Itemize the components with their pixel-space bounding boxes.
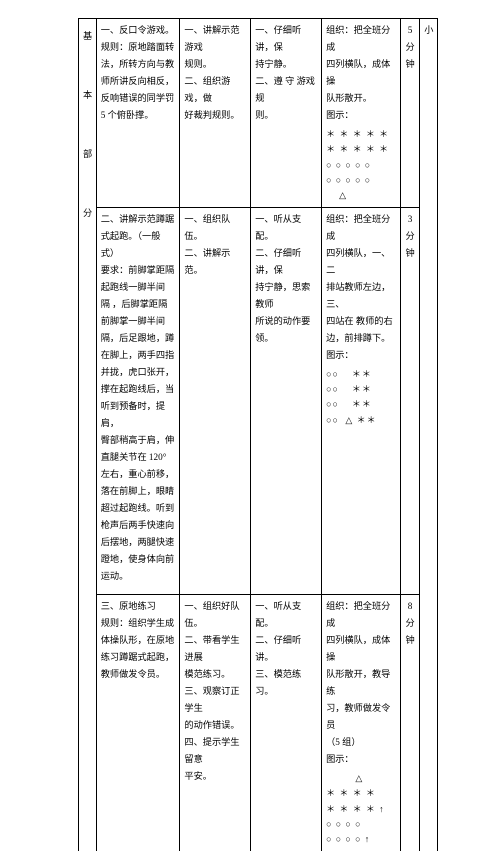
org-line: （5 组）: [326, 734, 396, 751]
section-label-char: 部: [83, 149, 92, 159]
section-label-char: 基: [83, 31, 92, 41]
content-block: 一、听从支配。二、仔细听讲。三、模范练习。: [255, 598, 317, 700]
section-label-char: 本: [83, 90, 92, 100]
content-block: 一、讲解示范 游戏规则。二、组织游戏，做好裁判规则。: [184, 22, 246, 124]
content-block: 二、讲解示范蹲踞式起跑。（一般式）要求：前脚掌距隔起跑线一脚半间隔 ，后脚掌距隔…: [101, 211, 176, 585]
content-block: 一、组织队伍。二、讲解示范。: [184, 211, 246, 279]
org-line: 图示：: [326, 751, 396, 768]
teacher-content-cell: 三、原地练习规则：组织学生成体操队形，在原地练习蹲踞式起跑，教师做发令员。: [96, 594, 180, 850]
org-line: 组织：把全班分成: [326, 22, 396, 56]
student-activity-cell: 一、仔细听讲，保持宁静。二、遵 守 游戏 规则。: [251, 19, 322, 208]
org-line: 四列横队，一、二: [326, 245, 396, 279]
table-row: 三、原地练习规则：组织学生成体操队形，在原地练习蹲踞式起跑，教师做发令员。 一、…: [79, 594, 438, 850]
teacher-activity-cell: 一、组织好队伍。二、带看学生进展模范练习。三、观察订正学生的动作错误。四、提示学…: [180, 594, 251, 850]
content-block: 一、组织好队伍。二、带看学生进展模范练习。三、观察订正学生的动作错误。四、提示学…: [184, 598, 246, 785]
org-line: 四列横队，成体操: [326, 56, 396, 90]
time-unit-cell: 小: [420, 19, 438, 851]
section-label-cell: 基 本 部 分: [79, 19, 97, 851]
time-cell: 8分钟: [400, 594, 419, 850]
content-block: 一、反口令游戏。规则：原地踏面转法，所转方向与教师所讲反向相反，反响错误的同学罚…: [101, 22, 176, 124]
student-activity-cell: 一、听从支配。二、仔细听讲。三、模范练习。: [251, 594, 322, 850]
content-block: 三、原地练习规则：组织学生成体操队形，在原地练习蹲踞式起跑，教师做发令员。: [101, 598, 176, 683]
time-cell: 5分钟: [400, 19, 419, 208]
org-line: 队形散开，教导练: [326, 666, 396, 700]
time-value: 5分钟: [406, 25, 415, 69]
organization-cell: 组织：把全班分成 四列横队，一、二 排站教师左边，三、 四站在 教师的右 边，前…: [322, 207, 401, 594]
teacher-activity-cell: 一、讲解示范 游戏规则。二、组织游戏，做好裁判规则。: [180, 19, 251, 208]
teacher-activity-cell: 一、组织队伍。二、讲解示范。: [180, 207, 251, 594]
table-row: 基 本 部 分 一、反口令游戏。规则：原地踏面转法，所转方向与教师所讲反向相反，…: [79, 19, 438, 208]
section-label-char: 分: [83, 208, 92, 218]
table-row: 二、讲解示范蹲踞式起跑。（一般式）要求：前脚掌距隔起跑线一脚半间隔 ，后脚掌距隔…: [79, 207, 438, 594]
page: 基 本 部 分 一、反口令游戏。规则：原地踏面转法，所转方向与教师所讲反向相反，…: [0, 0, 500, 706]
content-block: 一、仔细听讲，保持宁静。二、遵 守 游戏 规则。: [255, 22, 317, 124]
org-line: 习，教师做发令员: [326, 700, 396, 734]
organization-cell: 组织：把全班分成 四列横队，成体操 队形散开。 图示： ＊ ＊ ＊ ＊ ＊＊ ＊…: [322, 19, 401, 208]
org-line: 组织：把全班分成: [326, 598, 396, 632]
time-cell: 3分钟: [400, 207, 419, 594]
organization-cell: 组织：把全班分成 四列横队，成体操 队形散开，教导练 习，教师做发令员 （5 组…: [322, 594, 401, 850]
teacher-content-cell: 一、反口令游戏。规则：原地踏面转法，所转方向与教师所讲反向相反，反响错误的同学罚…: [96, 19, 180, 208]
org-line: 四站在 教师的右: [326, 313, 396, 330]
lesson-plan-table: 基 本 部 分 一、反口令游戏。规则：原地踏面转法，所转方向与教师所讲反向相反，…: [78, 18, 438, 851]
time-value: 8分钟: [406, 601, 415, 645]
time-value: 3分钟: [406, 214, 415, 258]
formation-diagram: △＊ ＊ ＊ ＊＊ ＊ ＊ ＊ ↑○ ○ ○ ○○ ○ ○ ○ ↑: [326, 771, 396, 847]
content-block: 一、听从支配。二、仔细听讲，保持宁静，思索教师所说的动作要领。: [255, 211, 317, 347]
org-line: 边，前排蹲下。: [326, 330, 396, 347]
formation-diagram: ＊ ＊ ＊ ＊ ＊＊ ＊ ＊ ＊ ＊○ ○ ○ ○ ○○ ○ ○ ○ ○ △: [326, 127, 396, 203]
org-line: 组织：把全班分成: [326, 211, 396, 245]
org-line: 队形散开。: [326, 90, 396, 107]
org-line: 四列横队，成体操: [326, 632, 396, 666]
org-line: 排站教师左边，三、: [326, 279, 396, 313]
formation-diagram: ○○ ＊＊○○ ＊＊○○ ＊＊○○ △ ＊＊: [326, 367, 396, 428]
time-unit-label: 小: [424, 25, 433, 35]
org-line: 图示：: [326, 107, 396, 124]
student-activity-cell: 一、听从支配。二、仔细听讲，保持宁静，思索教师所说的动作要领。: [251, 207, 322, 594]
teacher-content-cell: 二、讲解示范蹲踞式起跑。（一般式）要求：前脚掌距隔起跑线一脚半间隔 ，后脚掌距隔…: [96, 207, 180, 594]
org-line: 图示：: [326, 347, 396, 364]
